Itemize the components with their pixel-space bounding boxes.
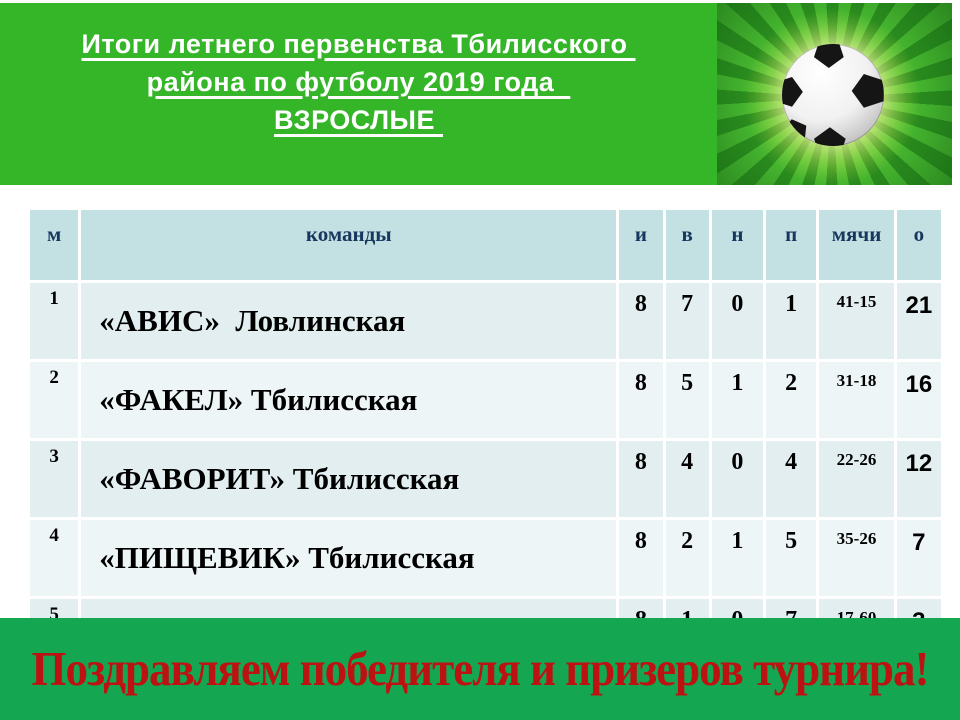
title-line-2: района по футболу 2019 года: [146, 67, 571, 97]
col-header-place: м: [30, 210, 79, 280]
table-row: 2 «ФАКЕЛ» Тбилисская 8 5 1 2 31-18 16: [30, 362, 941, 438]
col-header-lost: п: [766, 210, 817, 280]
rank-cell: 2: [30, 362, 79, 438]
col-header-played: и: [619, 210, 663, 280]
lost-cell: 2: [766, 362, 817, 438]
standings-table: м команды и в н п мячи о 1 «АВИС» Ловлин…: [27, 207, 944, 678]
drawn-cell: 1: [711, 362, 764, 438]
goals-cell: 35-26: [819, 520, 894, 596]
points-cell: 16: [896, 362, 941, 438]
table-row: 1 «АВИС» Ловлинская 8 7 0 1 41-15 21: [30, 283, 941, 359]
page-title: Итоги летнего первенства Тбилисского рай…: [0, 3, 717, 185]
points-cell: 21: [896, 283, 941, 359]
title-line-1: Итоги летнего первенства Тбилисского: [81, 29, 636, 59]
soccer-ball-icon: [782, 44, 884, 146]
goals-cell: 31-18: [819, 362, 894, 438]
table-row: 4 «ПИЩЕВИК» Тбилисская 8 2 1 5 35-26 7: [30, 520, 941, 596]
team-cell: «ПИЩЕВИК» Тбилисская: [81, 520, 617, 596]
header-row: м команды и в н п мячи о: [30, 210, 941, 280]
starburst-graphic: [717, 3, 952, 185]
team-cell: «АВИС» Ловлинская: [81, 283, 617, 359]
played-cell: 8: [619, 520, 663, 596]
congrats-banner: Поздравляем победителя и призеров турнир…: [0, 618, 960, 720]
col-header-won: в: [665, 210, 709, 280]
goals-cell: 22-26: [819, 441, 894, 517]
won-cell: 5: [665, 362, 709, 438]
lost-cell: 1: [766, 283, 817, 359]
team-cell: «ФАКЕЛ» Тбилисская: [81, 362, 617, 438]
team-cell: «ФАВОРИТ» Тбилисская: [81, 441, 617, 517]
points-cell: 7: [896, 520, 941, 596]
table-row: 3 «ФАВОРИТ» Тбилисская 8 4 0 4 22-26 12: [30, 441, 941, 517]
lost-cell: 4: [766, 441, 817, 517]
played-cell: 8: [619, 362, 663, 438]
drawn-cell: 1: [711, 520, 764, 596]
col-header-goals: мячи: [819, 210, 894, 280]
lost-cell: 5: [766, 520, 817, 596]
points-cell: 12: [896, 441, 941, 517]
col-header-drawn: н: [711, 210, 764, 280]
played-cell: 8: [619, 283, 663, 359]
col-header-points: о: [896, 210, 941, 280]
played-cell: 8: [619, 441, 663, 517]
goals-cell: 41-15: [819, 283, 894, 359]
drawn-cell: 0: [711, 441, 764, 517]
won-cell: 2: [665, 520, 709, 596]
rank-cell: 1: [30, 283, 79, 359]
congrats-text: Поздравляем победителя и призеров турнир…: [31, 642, 929, 696]
title-banner: Итоги летнего первенства Тбилисского рай…: [0, 3, 952, 185]
drawn-cell: 0: [711, 283, 764, 359]
title-line-3: ВЗРОСЛЫЕ: [274, 105, 443, 135]
won-cell: 4: [665, 441, 709, 517]
rank-cell: 3: [30, 441, 79, 517]
won-cell: 7: [665, 283, 709, 359]
col-header-teams: команды: [81, 210, 617, 280]
rank-cell: 4: [30, 520, 79, 596]
